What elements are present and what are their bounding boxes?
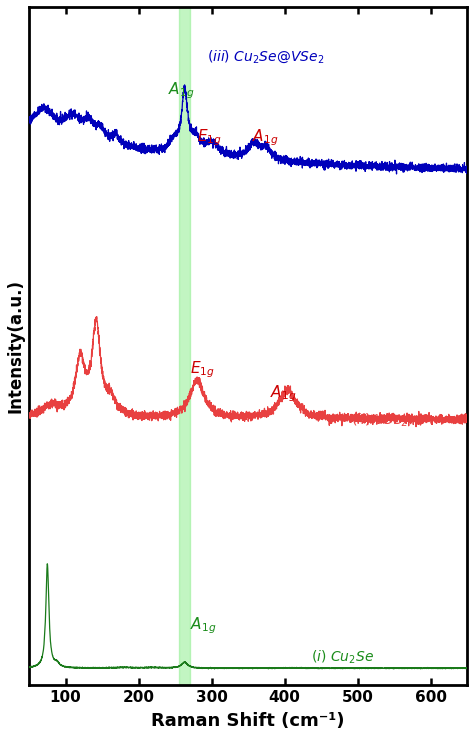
X-axis label: Raman Shift (cm⁻¹): Raman Shift (cm⁻¹) [151,712,345,730]
Text: $E_{1g}$: $E_{1g}$ [197,128,222,148]
Text: $A_{1g}$: $A_{1g}$ [270,383,296,404]
Text: $(iii)\ Cu_2Se@VSe_2$: $(iii)\ Cu_2Se@VSe_2$ [208,48,325,65]
Y-axis label: Intensity(a.u.): Intensity(a.u.) [7,279,25,413]
Text: $(ii)\ VSe_2$: $(ii)\ VSe_2$ [351,412,408,429]
Text: $(i)\ Cu_2Se$: $(i)\ Cu_2Se$ [311,649,374,666]
Text: $E_{1g}$: $E_{1g}$ [190,359,214,380]
Bar [180,7,190,685]
Text: $A_{1g}$: $A_{1g}$ [252,128,278,148]
Text: $A_{1g}$: $A_{1g}$ [168,80,194,101]
Text: $A_{1g}$: $A_{1g}$ [190,615,216,635]
